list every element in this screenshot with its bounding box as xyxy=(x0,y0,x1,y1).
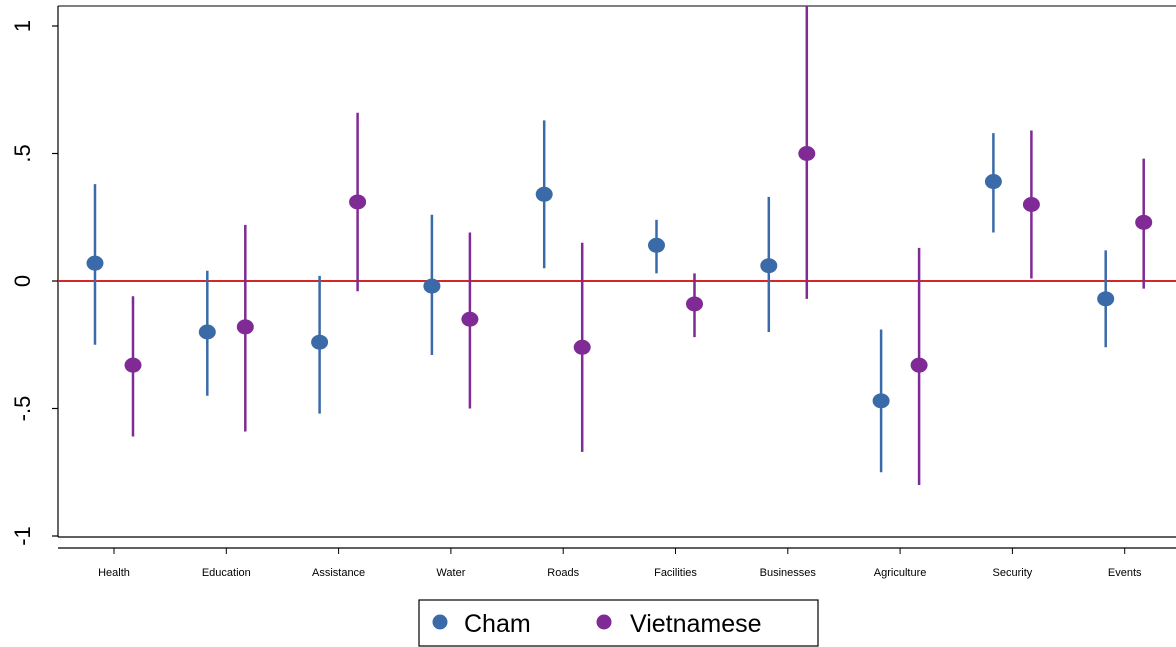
point-marker xyxy=(573,339,591,355)
x-tick-label: Education xyxy=(202,567,251,579)
point-marker xyxy=(1022,197,1040,212)
legend-box xyxy=(418,599,819,647)
point-marker xyxy=(198,324,216,340)
y-axis: -1 -.5 0 .5 1 xyxy=(10,20,58,546)
x-tick-label: Businesses xyxy=(760,567,817,579)
x-tick-label: Health xyxy=(98,567,130,579)
x-axis: Health Education Assistance Water Roads Facil… xyxy=(58,547,1176,579)
point-marker xyxy=(423,278,441,294)
y-tick-label: 1 xyxy=(10,20,35,32)
y-tick-label: .5 xyxy=(10,144,35,162)
point-marker xyxy=(461,311,479,327)
x-tick-label: Agriculture xyxy=(874,567,927,579)
legend-label: Cham xyxy=(464,610,531,638)
x-tick-label: Security xyxy=(993,567,1033,579)
point-marker xyxy=(760,258,778,274)
point-marker xyxy=(1097,291,1115,307)
point-marker xyxy=(86,255,104,271)
point-marker xyxy=(124,357,142,373)
y-tick-label: 0 xyxy=(10,275,35,287)
legend-marker xyxy=(432,614,448,630)
y-tick-label: -1 xyxy=(10,526,35,546)
point-marker xyxy=(984,174,1002,190)
legend-label: Vietnamese xyxy=(630,610,762,638)
point-marker xyxy=(311,334,329,350)
plot-area xyxy=(57,5,1176,538)
legend: Cham Vietnamese xyxy=(418,599,819,647)
point-marker xyxy=(910,357,928,373)
x-tick-label: Roads xyxy=(547,567,579,579)
point-marker xyxy=(872,393,890,409)
x-tick-label: Facilities xyxy=(654,567,697,579)
x-tick-label: Events xyxy=(1108,567,1142,579)
y-tick-label: -.5 xyxy=(10,396,35,422)
point-marker xyxy=(648,237,665,253)
x-tick-label: Water xyxy=(436,567,465,579)
series-vietnamese xyxy=(124,6,1153,485)
point-marker xyxy=(349,194,367,210)
series-cham xyxy=(86,120,1115,473)
point-marker xyxy=(1135,214,1153,230)
point-marker xyxy=(236,319,254,335)
point-marker xyxy=(798,146,816,161)
point-marker xyxy=(686,296,703,312)
x-tick-label: Assistance xyxy=(312,567,365,579)
point-marker xyxy=(535,186,553,202)
legend-marker xyxy=(596,614,612,630)
